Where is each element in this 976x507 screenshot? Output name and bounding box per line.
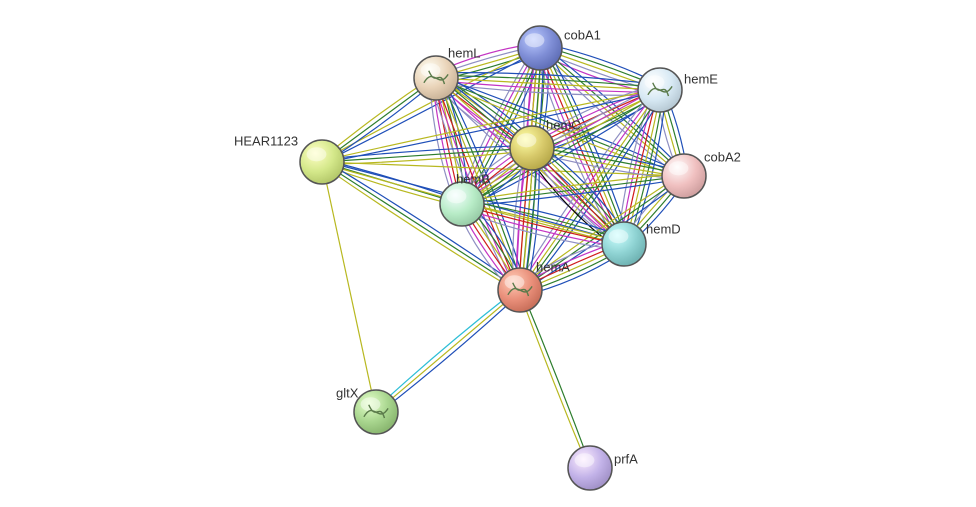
node-cobA2[interactable]: cobA2 <box>662 149 741 198</box>
nodes-layer: cobA1 hemL hemE HEAR1123 hemC cobA2 hemB hemD he… <box>234 26 741 490</box>
edge-hemA-prfA-neighborhood <box>521 290 591 468</box>
node-gloss <box>575 453 595 467</box>
node-label-hemE: hemE <box>684 71 718 86</box>
node-prfA[interactable]: prfA <box>568 446 638 490</box>
node-circle[interactable] <box>518 26 562 70</box>
node-gloss <box>447 189 467 203</box>
node-circle[interactable] <box>510 126 554 170</box>
node-circle[interactable] <box>568 446 612 490</box>
node-label-HEAR1123: HEAR1123 <box>234 133 298 148</box>
edge-hemA-gltX-database <box>374 288 518 410</box>
node-label-hemC: hemC <box>546 117 581 132</box>
node-label-cobA1: cobA1 <box>564 27 601 42</box>
node-circle[interactable] <box>300 140 344 184</box>
node-hemE[interactable]: hemE <box>638 68 718 112</box>
node-gloss <box>525 33 545 47</box>
node-label-hemB: hemB <box>456 171 490 186</box>
node-circle[interactable] <box>662 154 706 198</box>
node-hemC[interactable]: hemC <box>510 117 581 170</box>
edge-hemA-prfA-textmining <box>519 290 589 468</box>
node-label-hemD: hemD <box>646 221 681 236</box>
edge-HEAR1123-hemC-textmining <box>322 151 532 165</box>
node-label-cobA2: cobA2 <box>704 149 741 164</box>
node-gloss <box>307 147 327 161</box>
edge-HEAR1123-gltX-textmining <box>322 162 376 412</box>
node-circle[interactable] <box>602 222 646 266</box>
node-label-gltX: gltX <box>336 385 359 400</box>
node-HEAR1123[interactable]: HEAR1123 <box>234 133 344 184</box>
node-circle[interactable] <box>440 182 484 226</box>
node-label-hemA: hemA <box>536 259 570 274</box>
edge-hemA-gltX-textmining <box>376 290 520 412</box>
node-gloss <box>669 161 689 175</box>
node-gltX[interactable]: gltX <box>336 385 398 434</box>
node-gloss <box>517 133 537 147</box>
node-label-prfA: prfA <box>614 451 638 466</box>
node-gloss <box>609 229 629 243</box>
edge-hemA-gltX-cooccurrence <box>378 292 522 414</box>
network-graph: cobA1 hemL hemE HEAR1123 hemC cobA2 hemB hemD he… <box>0 0 976 507</box>
node-label-hemL: hemL <box>448 45 481 60</box>
